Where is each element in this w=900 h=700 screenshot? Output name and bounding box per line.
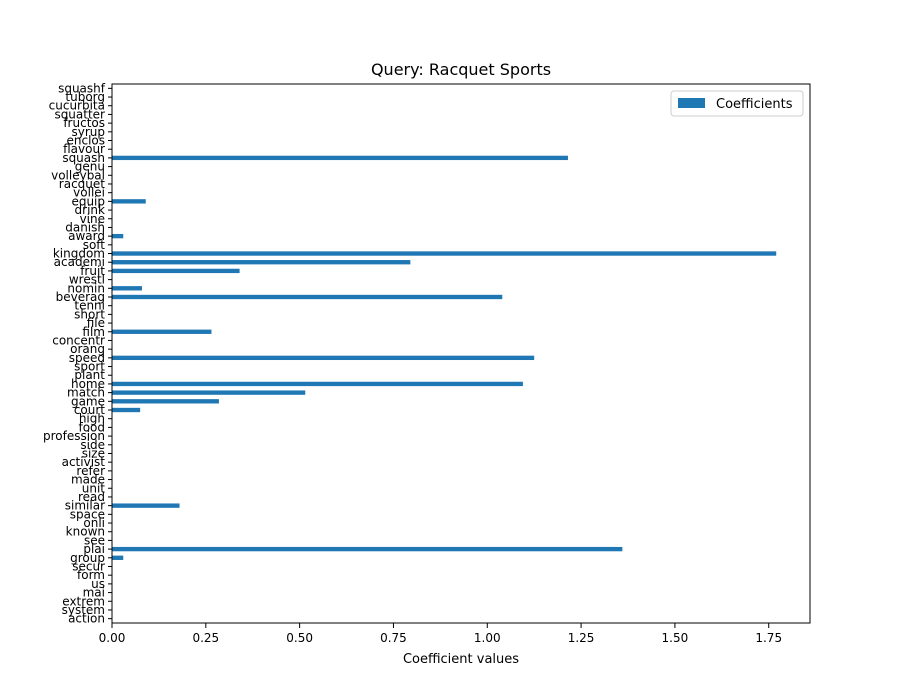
y-tick-label: flavour <box>63 142 105 156</box>
y-tick-label: tenni <box>74 299 105 313</box>
x-tick-label: 0.50 <box>286 631 313 645</box>
y-tick-label: similar <box>65 499 105 513</box>
y-tick-label: squashf <box>58 81 106 95</box>
bar-film <box>112 329 212 334</box>
y-tick-label: soft <box>83 238 106 252</box>
y-tick-label: film <box>82 325 105 339</box>
y-tick-label: profession <box>43 429 105 443</box>
x-axis-label: Coefficient values <box>403 652 519 667</box>
bar-plai <box>112 546 623 552</box>
legend-box <box>670 90 804 117</box>
bars-layer <box>112 155 777 560</box>
y-tick-label: volleybal <box>51 168 105 182</box>
y-tick-label: food <box>78 420 105 434</box>
bar-award <box>112 233 124 239</box>
y-tick-label: court <box>74 403 105 417</box>
y-tick-label: equip <box>71 194 105 208</box>
y-tick-label: mai <box>83 586 105 600</box>
y-tick-label: racquet <box>59 177 105 191</box>
y-tick-label: concentr <box>52 333 105 347</box>
y-tick-label: see <box>84 533 105 547</box>
y-tick-label: size <box>82 446 105 460</box>
y-tick-label: made <box>71 473 105 487</box>
y-tick-label: extrem <box>62 594 105 608</box>
bar-kingdom <box>112 251 777 256</box>
bar-court <box>112 407 141 413</box>
y-tick-label: vine <box>80 212 105 226</box>
y-tick-label: group <box>70 551 105 565</box>
y-tick-label: academi <box>54 255 105 269</box>
y-tick-label: home <box>71 377 105 391</box>
y-tick-label: orang <box>70 342 105 356</box>
bar-beverag <box>112 294 503 300</box>
chart-title: Query: Racquet Sports <box>371 60 551 79</box>
x-tick-label: 0.25 <box>192 631 219 645</box>
bar-match <box>112 390 306 395</box>
bar-home <box>112 381 523 387</box>
y-tick-label: genu <box>75 160 105 174</box>
y-tick-label: game <box>71 394 105 408</box>
bar-squash <box>112 155 568 161</box>
y-tick-label: secur <box>72 559 105 573</box>
y-tick-label: action <box>68 612 105 626</box>
y-tick-label: high <box>79 412 105 426</box>
y-tick-label: syrup <box>71 125 105 139</box>
bar-speed <box>112 355 535 361</box>
y-tick-label: unit <box>82 481 106 495</box>
bar-nomin <box>112 286 143 291</box>
x-tick-label: 0.00 <box>99 631 126 645</box>
legend-entry: Coefficients <box>716 97 793 112</box>
y-tick-label: fruit <box>80 264 105 278</box>
y-tick-label: nomin <box>67 281 105 295</box>
bar-equip <box>112 199 146 204</box>
y-tick-label: squatter <box>54 107 105 121</box>
y-tick-label: danish <box>65 220 105 234</box>
y-tick-label: space <box>70 507 105 521</box>
y-tick-label: drink <box>75 203 105 217</box>
y-tick-label: onli <box>83 516 105 530</box>
bar-similar <box>112 503 180 508</box>
y-tick-label: beverag <box>56 290 105 304</box>
y-tick-label: tuborg <box>65 90 105 104</box>
bar-fruit <box>112 268 240 274</box>
y-tick-label: system <box>62 603 105 617</box>
y-tick-label: file <box>87 316 105 330</box>
y-tick-label: wrestl <box>69 273 105 287</box>
x-ticks: 0.00 0.25 0.50 0.75 1.00 1.25 1.50 1.75 <box>99 623 782 645</box>
y-tick-label: vollei <box>73 186 105 200</box>
bar-group <box>112 555 124 560</box>
x-tick-label: 0.75 <box>380 631 407 645</box>
bar-game <box>112 399 219 404</box>
y-tick-label: fructos <box>63 116 105 130</box>
y-tick-label: enclos <box>66 134 105 148</box>
y-tick-label: short <box>74 307 105 321</box>
legend: Coefficients <box>670 90 804 117</box>
y-tick-label: match <box>67 386 105 400</box>
bar-academi <box>112 260 411 265</box>
y-tick-label: refer <box>76 464 105 478</box>
y-tick-label: award <box>68 229 105 243</box>
y-tick-label: speed <box>69 351 105 365</box>
y-tick-label: activist <box>62 455 106 469</box>
y-tick-label: plant <box>74 368 105 382</box>
legend-swatch <box>678 98 705 108</box>
x-tick-label: 1.25 <box>568 631 595 645</box>
y-tick-label: side <box>80 438 105 452</box>
x-tick-label: 1.00 <box>474 631 501 645</box>
x-tick-label: 1.75 <box>755 631 782 645</box>
y-tick-label: us <box>91 577 105 591</box>
y-tick-label: kingdom <box>53 247 105 261</box>
y-tick-label: sport <box>74 360 105 374</box>
y-ticks: actionsystemextremmaiusformsecurgrouppla… <box>43 81 112 626</box>
y-tick-label: form <box>77 568 105 582</box>
plot-frame <box>111 83 811 624</box>
y-tick-label: read <box>78 490 105 504</box>
x-tick-label: 1.50 <box>662 631 689 645</box>
y-tick-label: plai <box>83 542 105 556</box>
y-tick-label: cucurbita <box>49 99 105 113</box>
y-tick-label: known <box>66 525 105 539</box>
y-tick-label: squash <box>62 151 105 165</box>
